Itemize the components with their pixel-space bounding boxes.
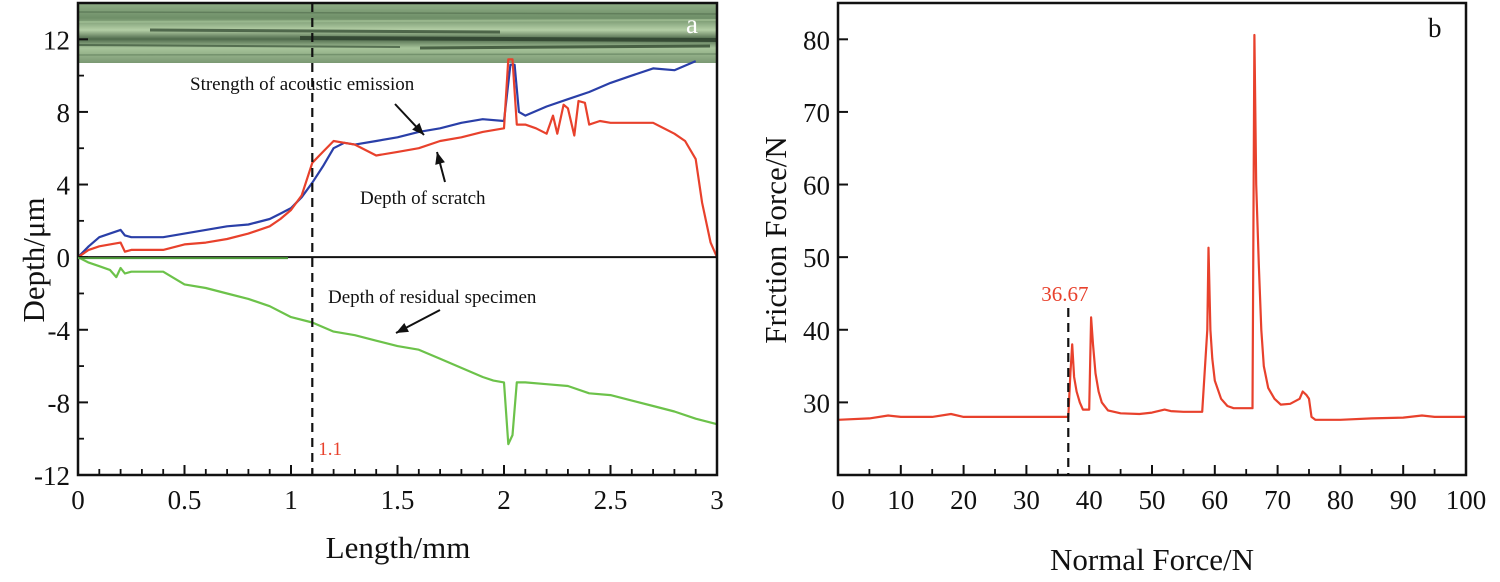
y-tick-label: 12 [43,25,70,55]
micrograph-scratch-streak [77,19,718,23]
x-tick-label: 1.5 [381,485,415,515]
x-tick-label: 3 [710,485,724,515]
annotation-label: Depth of scratch [360,188,486,209]
panel-b-y-axis-title: Friction Force/N [758,136,793,344]
panel-b-letter: b [1428,13,1442,43]
y-tick-label: -8 [48,388,71,418]
x-tick-label: 20 [950,485,977,515]
micrograph-scratch-streak [419,44,711,50]
x-tick-label: 1 [284,485,298,515]
x-tick-label: 40 [1076,485,1103,515]
y-tick-label: 0 [57,243,71,273]
x-tick-label: 50 [1139,485,1166,515]
micrograph-scratch-streak [149,28,501,34]
x-tick-label: 0 [831,485,845,515]
panel-a-series [77,58,719,446]
panel-a-depth-chart: 0 0.5 1 1.5 2 2.5 3 -12 -8 -4 0 4 8 12 1.1 Strength o… [16,1,724,565]
x-tick-label: 10 [887,485,914,515]
annotation-arrow-head-icon [412,122,424,135]
annotation-arrow-head-icon [396,323,409,333]
y-tick-label: 8 [57,98,71,128]
x-tick-label: 2.5 [594,485,628,515]
panel-a-x-axis-title: Length/mm [326,530,471,565]
panel-a-critical-marker: 1.1 [311,3,342,475]
x-tick-label: 0 [71,485,85,515]
x-tick-label: 90 [1390,485,1417,515]
micrograph-scratch-streak [77,11,718,15]
x-tick-label: 80 [1327,485,1354,515]
micrograph-scratch-streak [299,36,718,42]
y-tick-label: 80 [803,25,830,55]
panel-b-friction-chart: 0 10 20 30 40 50 60 70 80 90 100 30 40 50 60 70 80 36.67… [758,1,1487,577]
y-tick-label: 4 [57,171,71,201]
panel-b-series [837,33,1466,421]
y-tick-label: -12 [34,461,70,491]
x-tick-label: 70 [1264,485,1291,515]
panel-b-critical-marker: 36.67 [1041,282,1089,475]
x-tick-label: 2 [497,485,511,515]
series-line-depth-of-residual-specimen [77,256,718,446]
y-tick-label: 30 [803,388,830,418]
plot-frame [836,1,1468,477]
panel-a-annotations: Strength of acoustic emission Depth of sc… [190,74,537,334]
series-line-depth-of-scratch [77,58,719,259]
y-tick-label: -4 [48,316,71,346]
micrograph-scratch-streak [77,44,401,48]
micrograph-scratch-streak [199,7,701,10]
scratch-micrograph-image [77,3,718,63]
y-tick-label: 50 [803,243,830,273]
x-tick-label: 100 [1446,485,1487,515]
critical-load-label: 36.67 [1041,282,1088,306]
panel-a-letter: a [686,9,698,39]
critical-load-label: 1.1 [318,439,342,460]
panel-b-x-axis-title: Normal Force/N [1050,542,1254,577]
y-tick-label: 60 [803,171,830,201]
annotation-arrow-head-icon [435,152,445,165]
annotation-label: Strength of acoustic emission [190,74,415,95]
x-tick-label: 60 [1201,485,1228,515]
annotation-label: Depth of residual specimen [328,287,537,308]
y-tick-label: 40 [803,316,830,346]
series-line-friction-force [837,33,1466,421]
panel-b-axes: 0 10 20 30 40 50 60 70 80 90 100 30 40 50 60 70 80 [803,1,1487,515]
panel-a-y-axis-title: Depth/μm [16,197,51,322]
x-tick-label: 30 [1013,485,1040,515]
panel-a-axes: 0 0.5 1 1.5 2 2.5 3 -12 -8 -4 0 4 8 12 [34,1,724,515]
x-tick-label: 0.5 [168,485,202,515]
y-tick-label: 70 [803,98,830,128]
micrograph-scratch-streak [77,53,718,56]
